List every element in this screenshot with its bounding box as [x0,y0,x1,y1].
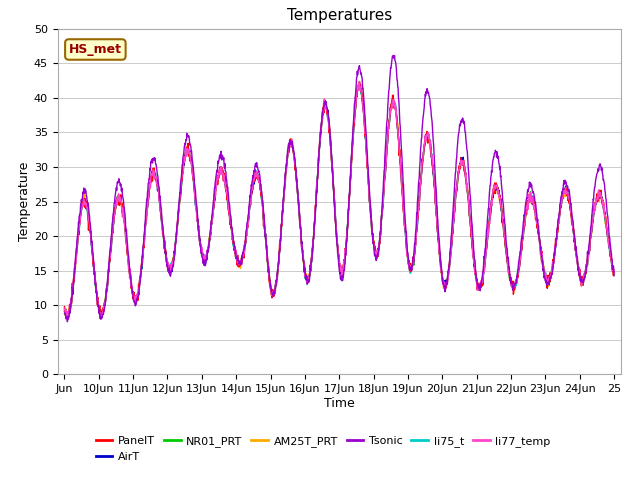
Text: HS_met: HS_met [69,43,122,56]
X-axis label: Time: Time [324,397,355,410]
Legend: PanelT, AirT, NR01_PRT, AM25T_PRT, Tsonic, li75_t, li77_temp: PanelT, AirT, NR01_PRT, AM25T_PRT, Tsoni… [92,432,555,466]
Y-axis label: Temperature: Temperature [18,162,31,241]
Title: Temperatures: Temperatures [287,9,392,24]
